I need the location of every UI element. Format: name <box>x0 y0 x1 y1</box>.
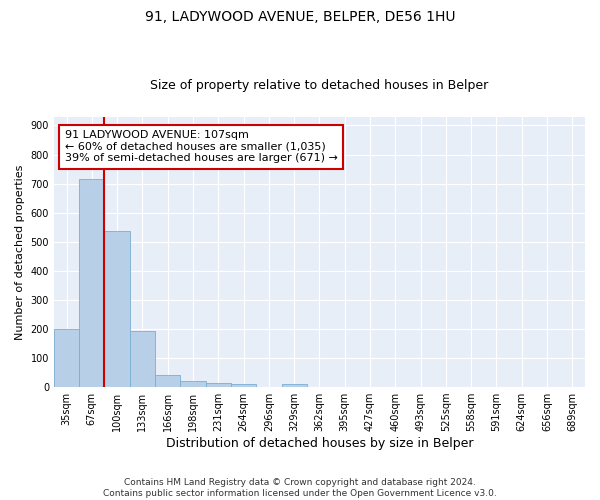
Bar <box>231 384 256 387</box>
Bar <box>130 331 155 387</box>
Y-axis label: Number of detached properties: Number of detached properties <box>15 164 25 340</box>
Bar <box>54 329 79 387</box>
Bar <box>155 375 181 387</box>
Bar <box>104 231 130 387</box>
Title: Size of property relative to detached houses in Belper: Size of property relative to detached ho… <box>151 79 488 92</box>
X-axis label: Distribution of detached houses by size in Belper: Distribution of detached houses by size … <box>166 437 473 450</box>
Bar <box>79 180 104 387</box>
Text: 91 LADYWOOD AVENUE: 107sqm
← 60% of detached houses are smaller (1,035)
39% of s: 91 LADYWOOD AVENUE: 107sqm ← 60% of deta… <box>65 130 337 164</box>
Text: 91, LADYWOOD AVENUE, BELPER, DE56 1HU: 91, LADYWOOD AVENUE, BELPER, DE56 1HU <box>145 10 455 24</box>
Bar <box>281 384 307 387</box>
Bar <box>181 382 206 387</box>
Text: Contains HM Land Registry data © Crown copyright and database right 2024.
Contai: Contains HM Land Registry data © Crown c… <box>103 478 497 498</box>
Bar <box>206 383 231 387</box>
